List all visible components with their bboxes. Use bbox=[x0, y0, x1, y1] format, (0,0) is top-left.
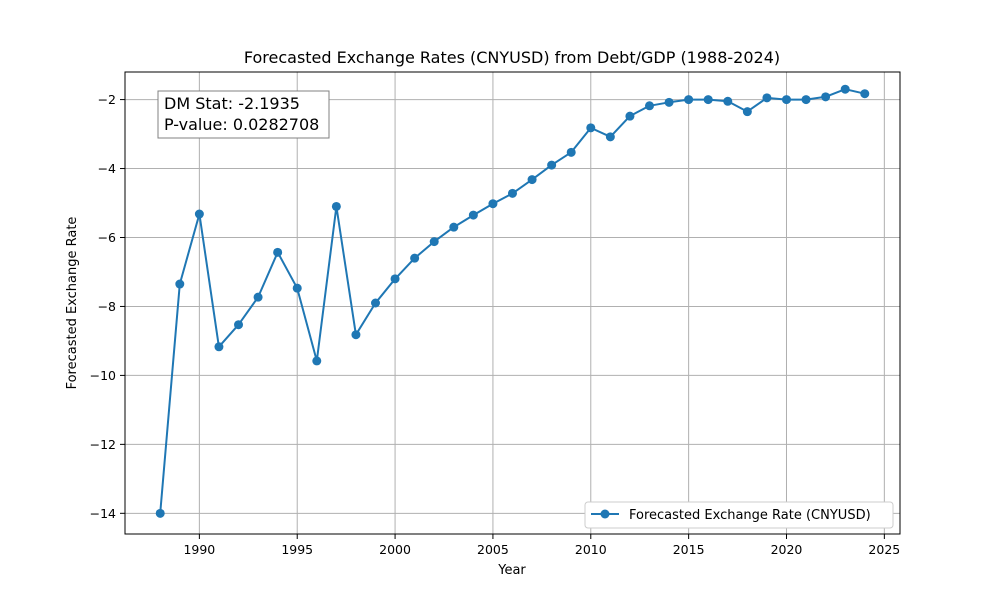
data-point bbox=[488, 199, 498, 209]
x-tick-label: 1990 bbox=[183, 542, 215, 557]
y-tick-label: −2 bbox=[98, 92, 116, 107]
x-tick-label: 2025 bbox=[868, 542, 900, 557]
x-tick-label: 2005 bbox=[477, 542, 509, 557]
data-point bbox=[742, 107, 752, 117]
data-point bbox=[684, 95, 694, 105]
data-point bbox=[155, 508, 165, 518]
data-point bbox=[175, 279, 185, 289]
data-point bbox=[468, 210, 478, 220]
grid bbox=[125, 72, 900, 534]
data-point bbox=[723, 96, 733, 106]
data-point bbox=[371, 298, 381, 308]
data-point bbox=[860, 89, 870, 99]
stats-box bbox=[157, 90, 330, 139]
data-point bbox=[781, 95, 791, 105]
data-point bbox=[331, 201, 341, 211]
data-point bbox=[253, 292, 263, 302]
data-point bbox=[292, 283, 302, 293]
data-point bbox=[410, 253, 420, 263]
y-axis: −14 −12 −10 −8 −6 −4 −2 bbox=[90, 92, 125, 521]
data-point bbox=[449, 222, 459, 232]
data-point bbox=[821, 92, 831, 102]
x-tick-label: 2020 bbox=[771, 542, 803, 557]
y-tick-label: −12 bbox=[90, 437, 116, 452]
data-point bbox=[273, 247, 283, 257]
data-point bbox=[605, 132, 615, 142]
stats-annotation: DM Stat: -2.1935 P-value: 0.0282708 bbox=[157, 90, 330, 139]
x-tick-label: 2000 bbox=[379, 542, 411, 557]
data-point bbox=[351, 330, 361, 340]
series-layer bbox=[155, 84, 870, 518]
series-line bbox=[159, 88, 866, 514]
data-point bbox=[664, 97, 674, 107]
data-point bbox=[508, 188, 517, 198]
data-point bbox=[527, 175, 537, 185]
x-tick-label: 2010 bbox=[575, 542, 607, 557]
p-value-text: P-value: 0.0282708 bbox=[164, 115, 319, 134]
plot-frame bbox=[124, 71, 901, 535]
legend: Forecasted Exchange Rate (CNYUSD) bbox=[584, 501, 894, 529]
data-point bbox=[566, 147, 576, 157]
data-point bbox=[840, 84, 850, 94]
y-tick-label: −6 bbox=[98, 230, 116, 245]
y-axis-label: Forecasted Exchange Rate bbox=[65, 217, 80, 390]
data-point bbox=[547, 160, 557, 170]
data-point bbox=[644, 101, 654, 111]
data-point bbox=[625, 111, 635, 121]
legend-label: Forecasted Exchange Rate (CNYUSD) bbox=[629, 508, 871, 523]
data-point bbox=[214, 342, 224, 352]
data-point bbox=[312, 356, 322, 366]
data-point bbox=[703, 95, 713, 105]
legend-marker-swatch bbox=[600, 509, 610, 519]
y-tick-label: −8 bbox=[98, 299, 116, 314]
y-tick-label: −4 bbox=[98, 161, 116, 176]
x-axis-label: Year bbox=[497, 563, 526, 578]
data-point bbox=[390, 274, 400, 284]
legend-box bbox=[584, 501, 894, 529]
data-point bbox=[234, 320, 244, 330]
x-axis: 1990 1995 2000 2005 2010 2015 2020 2025 bbox=[183, 534, 900, 557]
dm-stat-text: DM Stat: -2.1935 bbox=[164, 94, 300, 113]
y-tick-label: −10 bbox=[90, 368, 116, 383]
y-tick-label: −14 bbox=[90, 506, 116, 521]
x-tick-label: 2015 bbox=[673, 542, 705, 557]
data-point bbox=[429, 237, 439, 247]
data-point bbox=[586, 123, 596, 133]
chart-title: Forecasted Exchange Rates (CNYUSD) from … bbox=[244, 48, 780, 67]
data-point bbox=[194, 209, 204, 219]
x-tick-label: 1995 bbox=[281, 542, 313, 557]
data-point bbox=[762, 93, 772, 103]
data-point bbox=[801, 95, 811, 105]
